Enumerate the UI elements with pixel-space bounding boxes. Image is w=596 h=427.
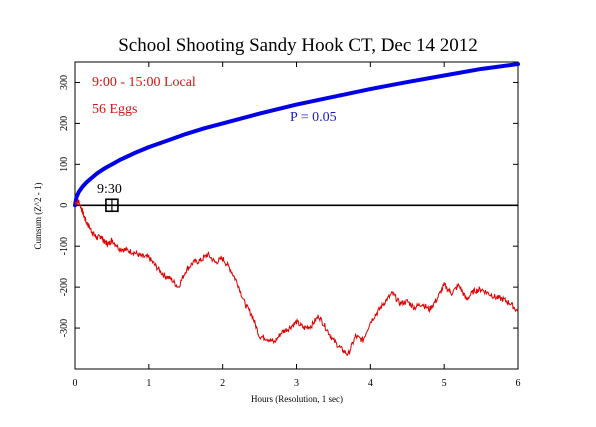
y-tick-label: 100 [59,157,70,172]
x-tick-label: 6 [516,378,521,389]
time-range-annotation: 9:00 - 15:00 Local [92,75,196,90]
probability-annotation: P = 0.05 [290,110,337,125]
x-tick-label: 1 [146,378,151,389]
x-tick-label: 0 [73,378,78,389]
probability-envelope-line [73,62,520,208]
x-tick-label: 4 [368,378,373,389]
y-tick-label: 0 [59,203,70,208]
y-axis-label: Cumsum (Z^2 - 1) [33,183,43,250]
y-tick-label: -100 [59,237,70,255]
y-tick-label: -300 [59,319,70,337]
x-axis-label: Hours (Resolution, 1 sec) [251,394,343,404]
data-lines [73,62,520,356]
eggs-count-annotation: 56 Eggs [92,102,138,117]
x-tick-label: 5 [442,378,447,389]
axis-ticks: 0 1 2 3 4 5 6 -300 -200 -100 0 100 200 300 [59,62,521,389]
x-tick-label: 2 [220,378,225,389]
x-tick-label: 3 [294,378,299,389]
y-tick-label: 300 [59,75,70,90]
event-time-label: 9:30 [97,182,122,197]
y-tick-label: 200 [59,116,70,131]
y-tick-label: -200 [59,278,70,296]
cumulative-deviation-line [74,199,519,356]
chart-title: School Shooting Sandy Hook CT, Dec 14 20… [118,35,478,56]
